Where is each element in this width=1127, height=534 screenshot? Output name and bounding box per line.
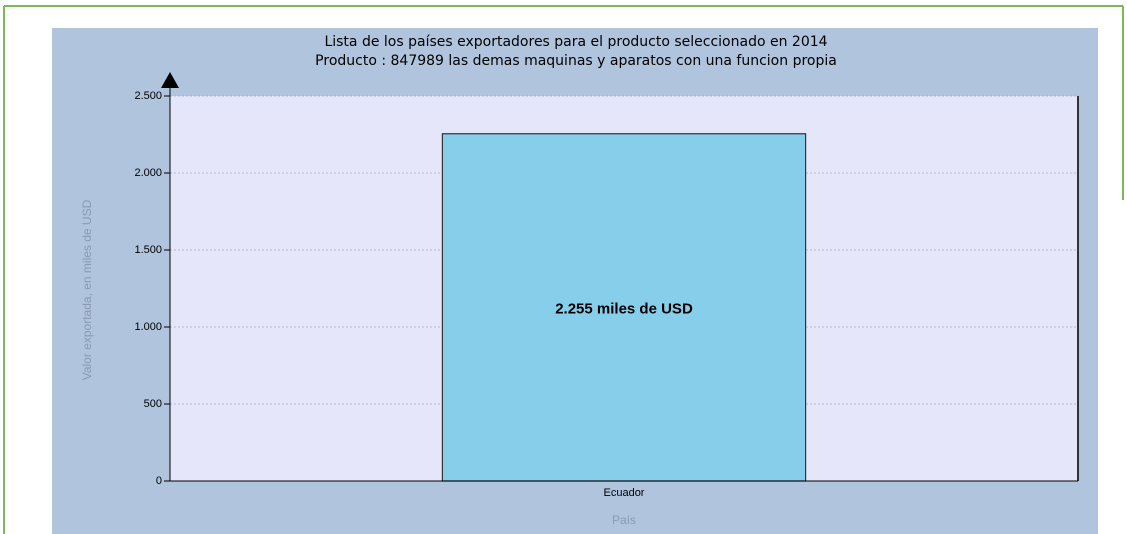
y-tick-label: 500 (144, 398, 162, 410)
x-axis-label: País (612, 513, 636, 527)
y-tick-label: 1.500 (134, 244, 162, 256)
bar (441, 133, 807, 482)
data-label: 2.255 miles de USD (555, 300, 693, 317)
x-tick-label: Ecuador (604, 487, 645, 499)
y-tick-label: 0 (156, 475, 162, 487)
y-axis-arrow (161, 72, 179, 88)
chart-subtitle: Producto : 847989 las demas maquinas y a… (315, 53, 837, 69)
chart-title: Lista de los países exportadores para el… (324, 34, 827, 50)
y-tick-label: 2.000 (134, 167, 162, 179)
y-tick-label: 1.000 (134, 321, 162, 333)
marks: 2.255 miles de USD (170, 95, 1078, 482)
y-axis-label: Valor exportada, en miles de USD (80, 199, 94, 380)
y-tick-label: 2.500 (134, 90, 162, 102)
